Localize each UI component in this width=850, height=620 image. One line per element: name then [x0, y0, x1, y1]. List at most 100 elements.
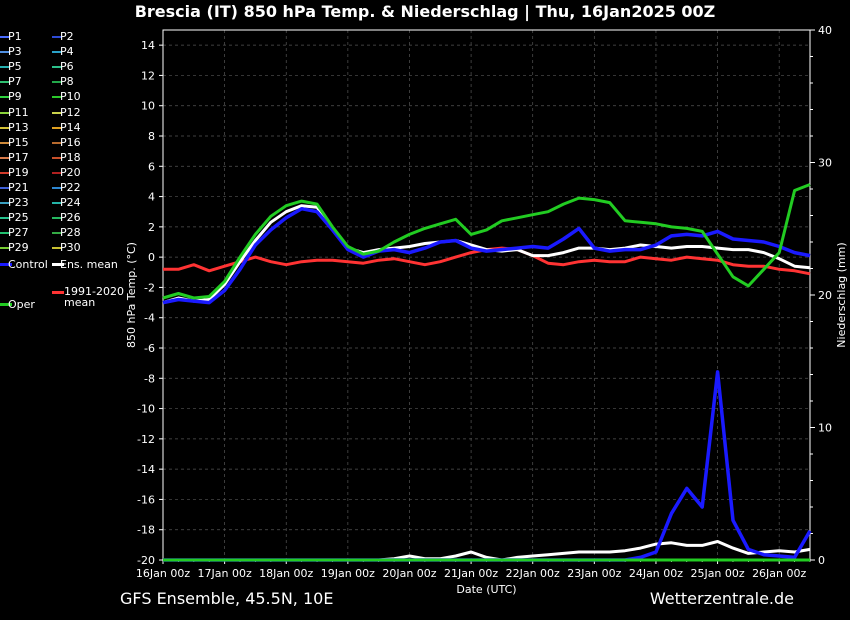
- x-tick-label: 22Jan 00z: [506, 567, 560, 580]
- legend-label: P10: [60, 90, 81, 104]
- legend-label: P1: [8, 30, 22, 43]
- y2-tick-label: 10: [818, 422, 832, 435]
- legend-label: P18: [60, 150, 81, 164]
- legend-label: P24: [60, 196, 81, 210]
- y-tick-label: -12: [137, 433, 155, 446]
- legend-label: P11: [8, 105, 29, 119]
- y-tick-label: 8: [148, 130, 155, 143]
- y-tick-label: 0: [148, 251, 155, 264]
- legend-swatch: [0, 187, 10, 189]
- plot-frame: [162, 29, 811, 561]
- legend-label: P22: [60, 181, 81, 194]
- series-line-ens-mean-temp: [162, 204, 811, 305]
- legend-label: Control: [8, 258, 48, 271]
- y-tick-label: 4: [148, 191, 155, 204]
- legend-swatch: [0, 171, 10, 174]
- legend-label: P16: [60, 135, 81, 149]
- legend-label: Oper: [8, 298, 35, 311]
- series-line-ens-mean-precip: [163, 540, 811, 562]
- x-tick-label: 18Jan 00z: [259, 567, 313, 580]
- legend-label: P27: [8, 226, 29, 240]
- legend-label: P19: [8, 165, 29, 179]
- y-tick-label: -8: [144, 372, 155, 385]
- y2-tick-label: 30: [818, 157, 832, 170]
- y-tick-label: -4: [144, 312, 155, 325]
- legend-label: P3: [8, 45, 22, 59]
- legend-swatch: [52, 187, 62, 189]
- legend-label: P20: [60, 165, 81, 179]
- x-axis-label: Date (UTC): [456, 583, 516, 596]
- legend-swatch: [52, 51, 62, 54]
- legend-label: P28: [60, 226, 81, 240]
- legend-swatch: [0, 141, 10, 144]
- series-line-oper-temp: [162, 183, 811, 300]
- legend-swatch: [0, 232, 10, 235]
- legend-swatch: [0, 303, 12, 306]
- y-tick-label: 10: [141, 100, 155, 113]
- legend-label: 1991-2020 mean: [64, 285, 124, 309]
- legend-swatch: [52, 111, 62, 114]
- legend-label: P5: [8, 60, 22, 74]
- legend-label: P15: [8, 135, 29, 149]
- y-tick-label: 2: [148, 221, 155, 234]
- legend-label: P7: [8, 75, 22, 89]
- y-tick-label: -20: [137, 554, 155, 567]
- legend-swatch: [52, 141, 62, 144]
- legend-swatch: [52, 291, 64, 294]
- legend-swatch: [52, 96, 62, 99]
- y-tick-label: -16: [137, 493, 155, 506]
- legend-label: P4: [60, 45, 74, 59]
- y2-axis-label: Niederschlag (mm): [835, 242, 848, 347]
- y-tick-label: 6: [148, 160, 155, 173]
- legend: P1 P2 P3 P4 P5 P6 P7 P8 P9 P10 P11 P12 P13 P14 P15 P16 P…: [0, 30, 135, 330]
- legend-label: P2: [60, 30, 74, 43]
- legend-label: P25: [8, 211, 29, 225]
- legend-label: P8: [60, 75, 74, 89]
- legend-swatch: [52, 263, 64, 266]
- legend-swatch: [0, 202, 10, 205]
- legend-swatch: [0, 111, 10, 114]
- y2-tick-label: 40: [818, 24, 832, 37]
- x-tick-label: 26Jan 00z: [752, 567, 806, 580]
- legend-label: Ens. mean: [60, 258, 118, 271]
- legend-label: P12: [60, 105, 81, 119]
- x-tick-label: 19Jan 00z: [321, 567, 375, 580]
- legend-label: P13: [8, 120, 29, 134]
- y-tick-label: -14: [137, 463, 155, 476]
- footer-site-name: Wetterzentrale.de: [649, 589, 794, 608]
- y2-tick-label: 0: [818, 554, 825, 567]
- legend-label: P26: [60, 211, 81, 225]
- legend-swatch: [0, 217, 10, 220]
- legend-swatch: [0, 263, 12, 266]
- y-tick-label: -2: [144, 281, 155, 294]
- legend-swatch: [0, 156, 10, 159]
- legend-swatch: [52, 156, 62, 159]
- legend-swatch: [52, 36, 62, 38]
- series-line-control-temp: [162, 206, 811, 305]
- legend-swatch: [52, 81, 62, 84]
- legend-label: P17: [8, 150, 29, 164]
- legend-label: P30: [60, 241, 81, 255]
- x-tick-label: 24Jan 00z: [629, 567, 683, 580]
- y-tick-label: 14: [141, 39, 155, 52]
- legend-swatch: [0, 36, 10, 38]
- legend-swatch: [52, 202, 62, 205]
- legend-label: P9: [8, 90, 22, 104]
- y-tick-label: 12: [141, 69, 155, 82]
- legend-label: P14: [60, 120, 81, 134]
- x-tick-label: 16Jan 00z: [136, 567, 190, 580]
- x-tick-label: 17Jan 00z: [198, 567, 252, 580]
- legend-swatch: [52, 217, 62, 220]
- legend-swatch: [52, 247, 62, 250]
- legend-swatch: [0, 96, 10, 99]
- legend-swatch: [0, 51, 10, 54]
- x-tick-label: 25Jan 00z: [690, 567, 744, 580]
- legend-swatch: [0, 81, 10, 84]
- x-tick-label: 23Jan 00z: [567, 567, 621, 580]
- legend-swatch: [0, 66, 10, 69]
- legend-swatch: [52, 126, 62, 129]
- y-tick-label: -10: [137, 403, 155, 416]
- legend-label: P6: [60, 60, 74, 74]
- y2-tick-label: 20: [818, 289, 832, 302]
